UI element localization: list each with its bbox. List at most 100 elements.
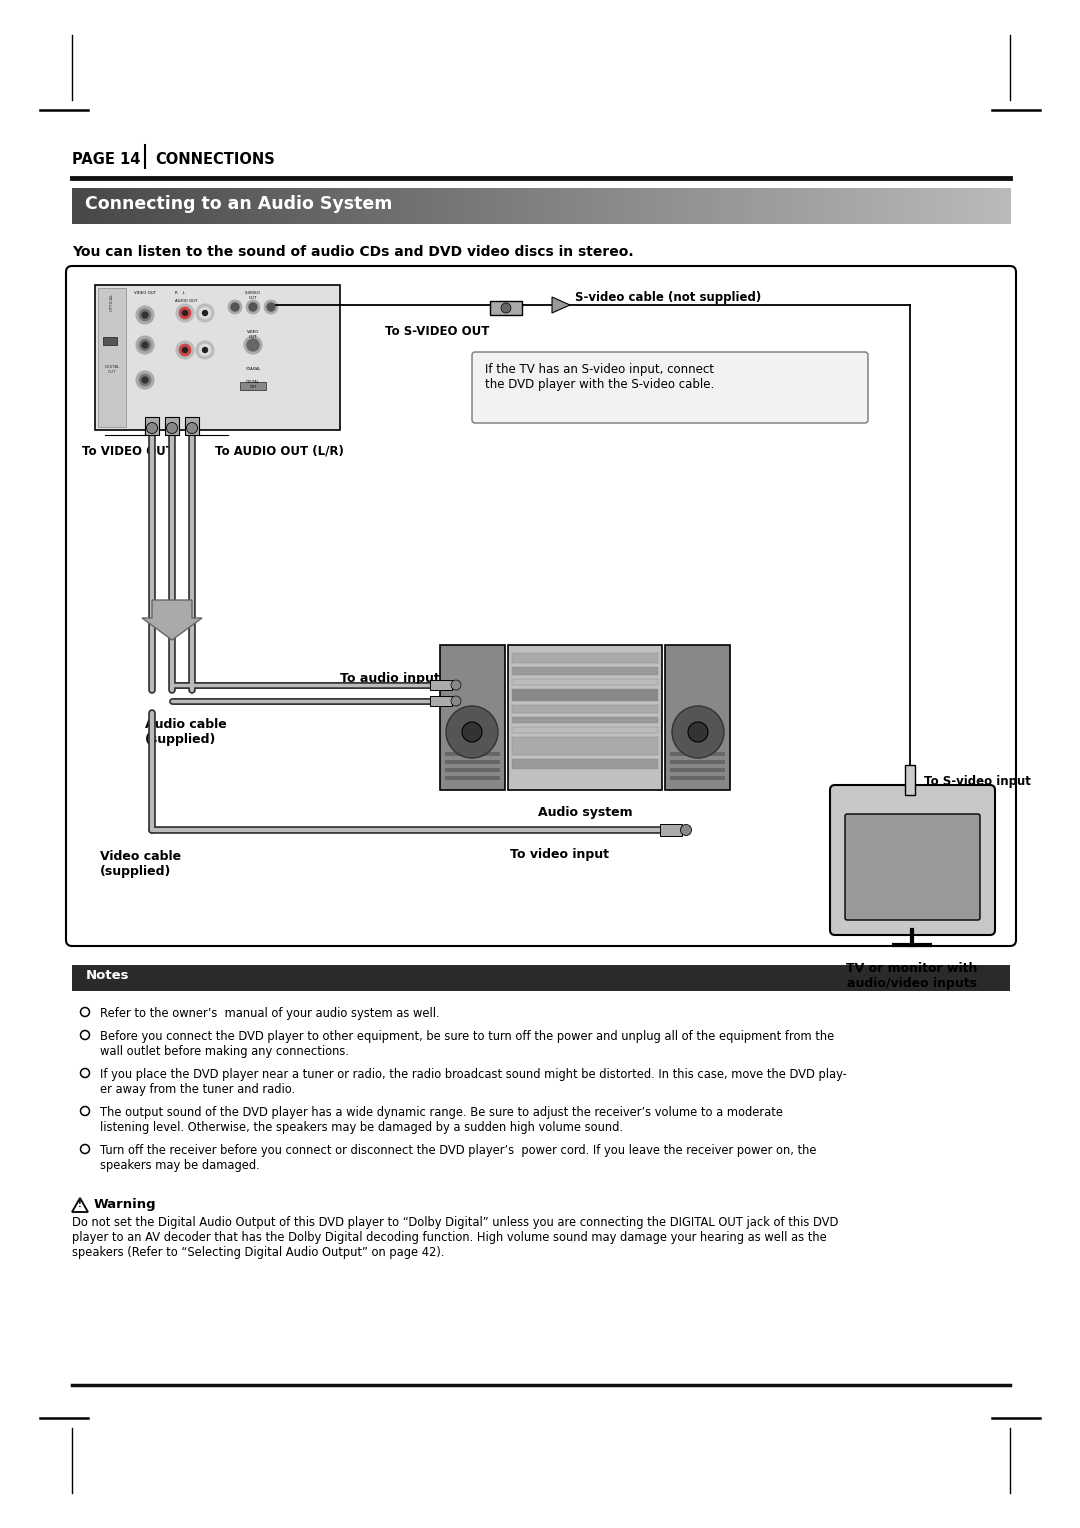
Circle shape xyxy=(501,303,511,313)
Circle shape xyxy=(141,312,148,318)
Bar xyxy=(185,188,190,225)
Bar xyxy=(433,188,438,225)
Bar xyxy=(771,188,777,225)
Text: Refer to the owner’s  manual of your audio system as well.: Refer to the owner’s manual of your audi… xyxy=(100,1007,440,1021)
Bar xyxy=(465,188,472,225)
Text: To VIDEO OUT: To VIDEO OUT xyxy=(82,445,174,458)
Bar xyxy=(512,668,658,675)
Text: COAXIAL: COAXIAL xyxy=(245,367,260,371)
Bar xyxy=(658,188,664,225)
Bar xyxy=(311,188,316,225)
Text: Do not set the Digital Audio Output of this DVD player to “Dolby Digital” unless: Do not set the Digital Audio Output of t… xyxy=(72,1216,838,1259)
Bar xyxy=(72,188,78,225)
Bar xyxy=(804,188,809,225)
Circle shape xyxy=(136,336,154,354)
Text: The output sound of the DVD player has a wide dynamic range. Be sure to adjust t: The output sound of the DVD player has a… xyxy=(100,1106,783,1134)
Bar xyxy=(430,695,453,706)
Bar xyxy=(743,188,748,225)
Bar xyxy=(490,301,522,315)
Circle shape xyxy=(228,299,242,313)
Bar xyxy=(301,188,308,225)
Bar xyxy=(151,188,158,225)
Circle shape xyxy=(183,310,188,315)
Bar xyxy=(512,727,658,733)
Bar xyxy=(512,652,658,663)
Bar xyxy=(827,188,833,225)
Bar xyxy=(509,188,514,225)
Bar xyxy=(747,188,753,225)
Bar xyxy=(171,188,176,225)
Bar xyxy=(841,188,847,225)
FancyBboxPatch shape xyxy=(66,266,1016,946)
Bar xyxy=(512,736,658,755)
Bar xyxy=(335,188,340,225)
Bar xyxy=(832,188,837,225)
Bar xyxy=(123,188,130,225)
Bar xyxy=(147,188,152,225)
Bar xyxy=(523,188,528,225)
Bar xyxy=(489,188,495,225)
Circle shape xyxy=(176,304,194,322)
Bar xyxy=(208,188,214,225)
Text: To S-VIDEO OUT: To S-VIDEO OUT xyxy=(384,325,489,338)
Bar xyxy=(701,188,706,225)
Text: Audio cable
(supplied): Audio cable (supplied) xyxy=(145,718,227,746)
Bar xyxy=(461,188,467,225)
Bar xyxy=(189,188,194,225)
Bar xyxy=(98,287,126,426)
Bar xyxy=(430,680,453,691)
Bar xyxy=(109,188,116,225)
Bar xyxy=(166,188,172,225)
Bar xyxy=(445,776,500,779)
Bar xyxy=(738,188,744,225)
Text: To audio inputs: To audio inputs xyxy=(340,672,447,685)
Bar xyxy=(443,188,448,225)
Bar xyxy=(391,188,396,225)
Bar xyxy=(307,188,312,225)
Bar xyxy=(940,188,945,225)
Circle shape xyxy=(179,307,191,319)
Bar xyxy=(279,188,284,225)
Bar xyxy=(982,188,987,225)
Bar xyxy=(409,188,416,225)
Bar xyxy=(353,188,359,225)
Bar xyxy=(663,188,669,225)
Bar xyxy=(1001,188,1007,225)
Bar xyxy=(475,188,481,225)
Bar xyxy=(789,188,795,225)
Bar xyxy=(649,188,654,225)
Text: If the TV has an S-video input, connect
the DVD player with the S-video cable.: If the TV has an S-video input, connect … xyxy=(485,364,714,391)
Bar xyxy=(625,188,631,225)
Bar xyxy=(818,188,823,225)
Bar xyxy=(157,188,162,225)
Circle shape xyxy=(203,347,207,353)
Bar xyxy=(512,678,658,685)
Bar xyxy=(381,188,388,225)
Bar xyxy=(387,188,392,225)
Bar xyxy=(710,188,716,225)
Bar xyxy=(916,188,922,225)
Bar xyxy=(137,188,144,225)
Bar xyxy=(445,769,500,772)
Bar xyxy=(808,188,814,225)
Bar xyxy=(635,188,640,225)
Text: Turn off the receiver before you connect or disconnect the DVD player’s  power c: Turn off the receiver before you connect… xyxy=(100,1144,816,1172)
Bar xyxy=(977,188,983,225)
Bar xyxy=(822,188,828,225)
Circle shape xyxy=(139,309,151,321)
Bar xyxy=(874,188,880,225)
Bar xyxy=(555,188,561,225)
Bar xyxy=(105,188,110,225)
Bar xyxy=(860,188,865,225)
Bar xyxy=(583,188,589,225)
Bar xyxy=(630,188,636,225)
Bar xyxy=(437,188,444,225)
Bar xyxy=(133,188,138,225)
Bar xyxy=(217,188,224,225)
Bar xyxy=(930,188,936,225)
FancyBboxPatch shape xyxy=(472,351,868,423)
Text: DIGITAL
OUT: DIGITAL OUT xyxy=(105,365,120,374)
Bar xyxy=(517,188,523,225)
Bar xyxy=(677,188,683,225)
Bar xyxy=(837,188,842,225)
